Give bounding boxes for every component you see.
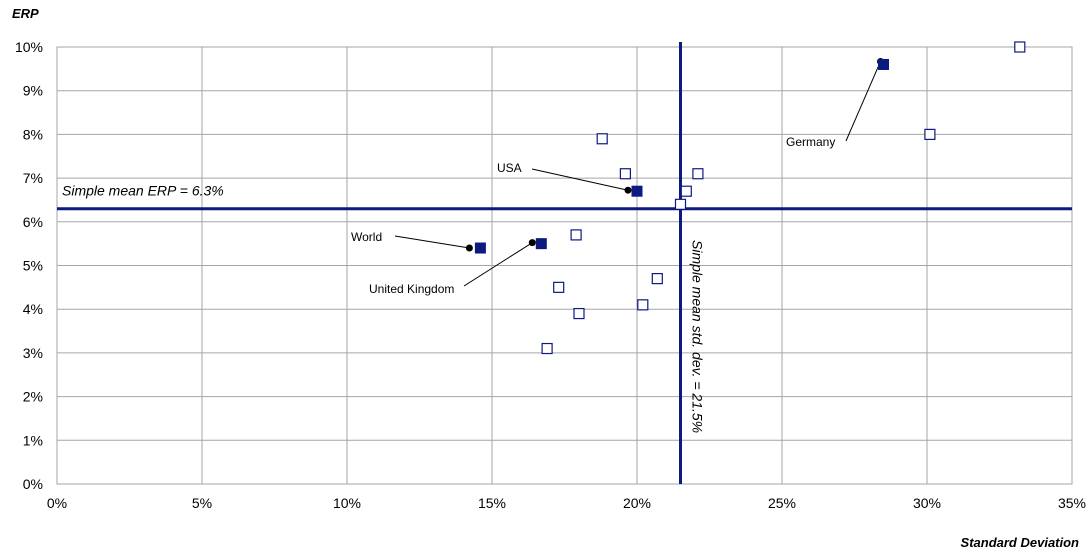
x-tick-label: 25%: [768, 495, 796, 511]
open-marker: [637, 299, 649, 311]
point-label: World: [351, 230, 382, 244]
annotation-leader-line: [531, 168, 629, 191]
y-tick-label: 1%: [23, 432, 43, 448]
reference-lines: Simple mean ERP = 6.3% Simple mean std. d…: [57, 42, 1072, 484]
x-tick-label: 20%: [623, 495, 651, 511]
horizontal-mean-label: Simple mean ERP = 6.3%: [62, 183, 224, 199]
open-marker: [541, 342, 553, 355]
open-marker: [680, 185, 692, 197]
tick-labels: 0% 5% 10% 15% 20% 25% 30% 35% 0% 1% 2% 3% 4% 5% 6% 7% 8%…: [15, 39, 1086, 511]
open-marker: [619, 168, 632, 180]
x-axis-title: Standard Deviation: [961, 535, 1080, 550]
highlighted-marker: [878, 58, 889, 70]
x-tick-label: 15%: [478, 495, 506, 511]
y-tick-label: 0%: [23, 476, 43, 492]
y-tick-label: 8%: [23, 126, 43, 142]
annotation-leader-line: [845, 61, 881, 142]
open-marker: [596, 133, 608, 145]
open-marker: [553, 281, 565, 293]
vertical-mean-label: Simple mean std. dev. = 21.5%: [690, 240, 706, 433]
open-marker: [573, 307, 585, 320]
point-label: USA: [497, 161, 522, 175]
point-label: Germany: [786, 135, 835, 149]
open-marker: [692, 168, 704, 180]
highlighted-marker: [535, 238, 547, 250]
gridlines: [56, 46, 1073, 485]
annotation-dot: [528, 239, 536, 247]
open-marker: [1014, 41, 1026, 53]
annotation-dot: [624, 186, 632, 194]
y-tick-label: 9%: [23, 83, 43, 99]
point-label: United Kingdom: [369, 282, 454, 296]
y-axis-title: ERP: [12, 6, 39, 21]
x-tick-label: 35%: [1058, 495, 1086, 511]
y-tick-label: 5%: [23, 258, 43, 274]
y-tick-label: 2%: [23, 389, 43, 405]
annotation-leader-line: [394, 235, 470, 249]
annotation-dot: [465, 244, 473, 252]
y-tick-label: 3%: [23, 345, 43, 361]
x-tick-label: 5%: [192, 495, 212, 511]
data-points: [474, 41, 1026, 355]
annotation-leader-line: [463, 242, 533, 287]
open-marker: [674, 198, 687, 210]
annotation-leaders: [394, 57, 884, 287]
y-tick-label: 7%: [23, 170, 43, 186]
plot-border: [56, 46, 1073, 485]
y-tick-label: 6%: [23, 214, 43, 230]
x-tick-label: 30%: [913, 495, 941, 511]
highlighted-marker: [474, 242, 486, 254]
y-tick-label: 4%: [23, 301, 43, 317]
highlighted-marker: [631, 185, 643, 197]
open-marker: [924, 128, 936, 140]
y-tick-label: 10%: [15, 39, 43, 55]
point-labels: World United Kingdom USA Germany: [351, 135, 835, 296]
open-marker: [651, 273, 663, 285]
x-tick-label: 0%: [47, 495, 67, 511]
open-marker: [570, 229, 582, 241]
x-tick-label: 10%: [333, 495, 361, 511]
